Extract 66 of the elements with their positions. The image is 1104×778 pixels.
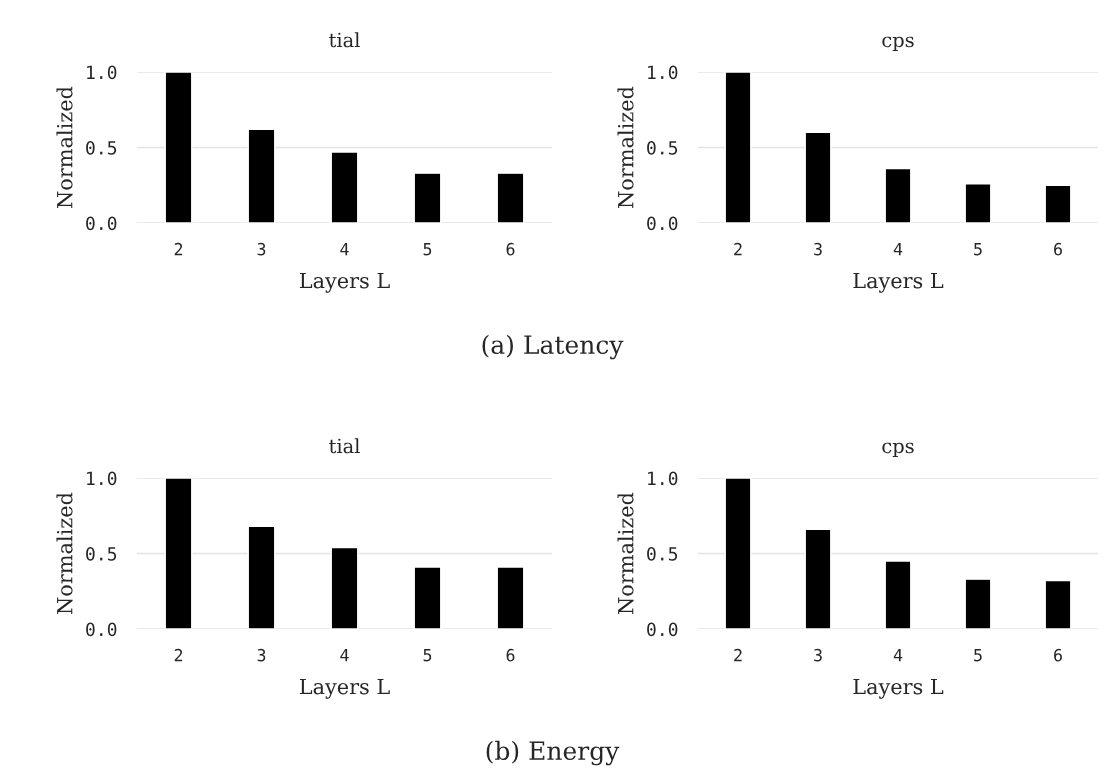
bar	[804, 528, 832, 629]
y-axis-title: Normalized	[617, 492, 634, 614]
x-axis-title: Layers L	[853, 678, 944, 699]
x-tick-label: 5	[974, 649, 982, 662]
x-tick-label: 6	[1054, 648, 1062, 662]
bar	[247, 128, 276, 223]
y-tick-label: 0.5	[647, 141, 678, 155]
x-tick-label: 2	[174, 242, 183, 256]
y-tick-label: 1.0	[648, 471, 678, 486]
x-tick-label: 3	[814, 648, 822, 662]
x-tick-label: 6	[506, 242, 515, 256]
x-tick-label: 6	[506, 648, 515, 662]
x-axis-title: Layers L	[299, 272, 390, 293]
x-tick-label: 5	[423, 649, 432, 662]
bar	[884, 167, 912, 223]
bar	[496, 566, 525, 629]
y-tick-label: 0.0	[647, 216, 678, 231]
y-axis-title: Normalized	[56, 86, 73, 208]
bar	[164, 478, 193, 629]
bar	[164, 72, 193, 223]
bar	[1044, 184, 1072, 223]
y-tick-label: 0.0	[86, 622, 117, 637]
bar	[884, 560, 912, 629]
chart-title: cps	[882, 36, 914, 52]
x-tick-label: 3	[257, 242, 266, 256]
x-tick-label: 6	[1054, 242, 1062, 256]
chart-title: cps	[882, 442, 914, 458]
bar	[964, 183, 992, 223]
x-tick-label: 3	[257, 648, 266, 662]
x-tick-label: 2	[734, 648, 742, 662]
x-tick-label: 5	[974, 243, 982, 256]
bar	[724, 478, 752, 629]
x-axis-title: Layers L	[853, 272, 944, 293]
y-tick-label: 0.5	[86, 547, 117, 561]
y-axis-title: Normalized	[56, 492, 73, 614]
x-tick-label: 4	[340, 243, 349, 256]
bar	[413, 566, 442, 629]
bar	[804, 131, 832, 223]
y-tick-label: 1.0	[87, 65, 117, 80]
bar	[413, 172, 442, 223]
bar	[724, 72, 752, 223]
y-tick-label: 0.0	[647, 622, 678, 637]
bar	[496, 172, 525, 223]
text: (a) Latency	[482, 334, 624, 360]
x-tick-label: 4	[893, 243, 903, 256]
x-axis-title: Layers L	[299, 678, 390, 699]
bar	[1044, 579, 1072, 629]
x-tick-label: 2	[734, 242, 742, 256]
text: (b) Energy	[486, 740, 620, 766]
x-tick-label: 4	[893, 649, 903, 662]
chart-title: tial	[329, 32, 360, 48]
y-tick-label: 1.0	[87, 471, 117, 486]
x-tick-label: 4	[340, 649, 349, 662]
y-tick-label: 0.5	[86, 141, 117, 155]
y-tick-label: 0.5	[647, 547, 678, 561]
y-axis-title: Normalized	[617, 86, 634, 208]
bar	[330, 546, 359, 629]
bar	[247, 525, 276, 629]
bar	[330, 151, 359, 223]
y-tick-label: 1.0	[648, 65, 678, 80]
x-tick-label: 3	[814, 242, 822, 256]
bar	[964, 578, 992, 629]
x-tick-label: 5	[423, 243, 432, 256]
chart-title: tial	[329, 438, 360, 454]
y-tick-label: 0.0	[86, 216, 117, 231]
x-tick-label: 2	[174, 648, 183, 662]
